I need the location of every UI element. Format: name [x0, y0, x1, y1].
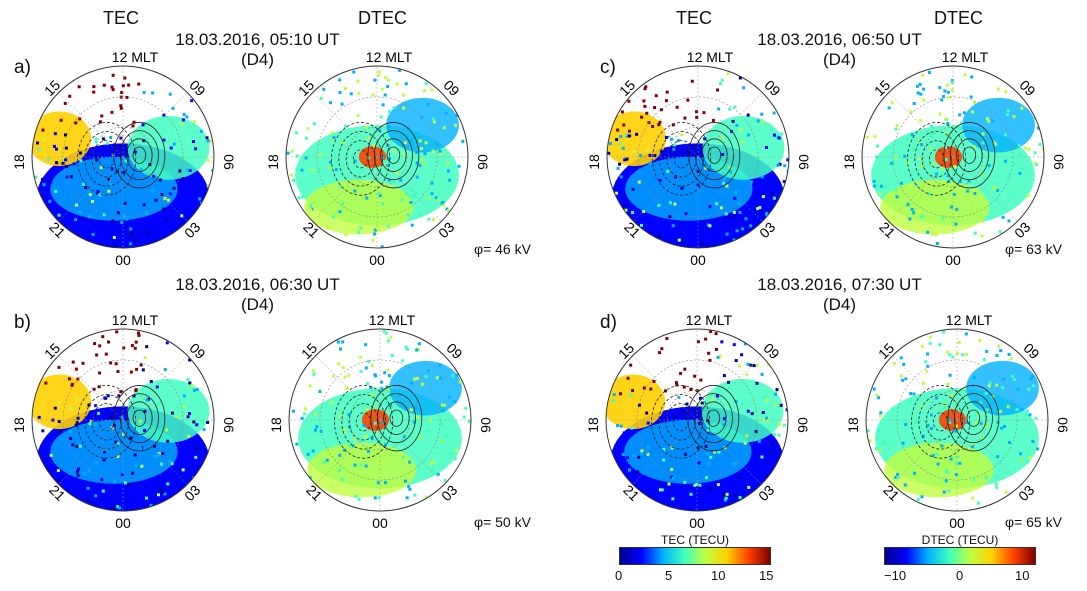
mlt-label-18: 18: [265, 154, 281, 170]
mlt-label-00: 00: [945, 252, 961, 268]
tec-tick-5: 5: [665, 568, 673, 583]
dtec-tick-minus10: −10: [884, 568, 907, 583]
mlt-label-00: 00: [115, 252, 131, 268]
panel-b-time: 18.03.2016, 06:30 UT: [175, 275, 340, 294]
panel-c-time: 18.03.2016, 06:50 UT: [757, 30, 922, 49]
panel-a-potential: φ= 46 kV: [474, 241, 531, 257]
panel-d-time: 18.03.2016, 07:30 UT: [757, 275, 922, 294]
panel-c-station: (D4): [822, 50, 857, 69]
mlt-label-00: 00: [369, 252, 385, 268]
header-dtec-left: DTEC: [358, 8, 407, 28]
mlt-label-18: 18: [268, 417, 284, 433]
panel-b-station: (D4): [240, 295, 275, 314]
mlt-label-06: 06: [478, 417, 494, 433]
panel-c-potential: φ= 63 kV: [1005, 241, 1062, 257]
mlt-label-18: 18: [845, 417, 861, 433]
tec-colorbar-gradient: [619, 547, 771, 565]
mlt-label-06: 06: [796, 154, 812, 170]
mlt-label-06: 06: [795, 417, 811, 433]
mlt-label-06: 06: [221, 417, 237, 433]
dtec-colorbar-gradient: [884, 547, 1036, 565]
header-dtec-right: DTEC: [934, 8, 983, 28]
mlt-label-06: 06: [1051, 154, 1067, 170]
mlt-label-18: 18: [11, 417, 27, 433]
panel-a-title: 18.03.2016, 05:10 UT (D4): [160, 30, 355, 70]
mlt-label-06: 06: [475, 154, 491, 170]
panel-b-potential: φ= 50 kV: [474, 514, 531, 530]
panel-c-label: c): [600, 57, 616, 78]
tec-tick-0: 0: [615, 568, 623, 583]
mlt-label-00: 00: [690, 252, 706, 268]
panel-d-label: d): [600, 312, 617, 333]
dtec-tick-0: 0: [956, 568, 964, 583]
mlt-label-12: 12 MLT: [112, 312, 159, 328]
mlt-label-06: 06: [221, 154, 237, 170]
mlt-label-18: 18: [585, 417, 601, 433]
panel-a-station: (D4): [240, 50, 275, 69]
mlt-label-12: 12 MLT: [946, 312, 993, 328]
tec-tick-10: 10: [711, 568, 726, 583]
dtec-colorbar-title: DTEC (TECU): [921, 533, 999, 547]
mlt-label-00: 00: [372, 515, 388, 531]
panel-d-station: (D4): [822, 295, 857, 314]
panel-b-title: 18.03.2016, 06:30 UT (D4): [160, 275, 355, 315]
mlt-label-00: 00: [949, 515, 965, 531]
mlt-label-00: 00: [689, 515, 705, 531]
header-tec-right: TEC: [676, 8, 712, 28]
panel-d-title: 18.03.2016, 07:30 UT (D4): [742, 275, 937, 315]
mlt-label-18: 18: [841, 154, 857, 170]
panel-a-label: a): [14, 57, 31, 78]
panel-d-potential-text: φ= 65 kV: [1005, 514, 1062, 530]
panel-b-label: b): [14, 312, 31, 333]
mlt-label-12: 12 MLT: [112, 49, 159, 65]
mlt-label-06: 06: [1055, 417, 1071, 433]
header-tec-left: TEC: [103, 8, 139, 28]
mlt-label-12: 12 MLT: [687, 49, 734, 65]
panel-a-time: 18.03.2016, 05:10 UT: [175, 30, 340, 49]
mlt-label-12: 12 MLT: [942, 49, 989, 65]
mlt-label-18: 18: [586, 154, 602, 170]
tec-colorbar-title: TEC (TECU): [661, 533, 729, 547]
dtec-colorbar: DTEC (TECU) −10 0 10: [884, 533, 1036, 583]
tec-tick-15: 15: [759, 568, 774, 583]
mlt-label-12: 12 MLT: [366, 49, 413, 65]
mlt-label-00: 00: [115, 515, 131, 531]
mlt-label-12: 12 MLT: [686, 312, 733, 328]
dtec-tick-10: 10: [1015, 568, 1030, 583]
panel-c-title: 18.03.2016, 06:50 UT (D4): [742, 30, 937, 70]
mlt-label-18: 18: [11, 154, 27, 170]
tec-colorbar: TEC (TECU) 0 5 10 15: [615, 533, 774, 583]
mlt-label-12: 12 MLT: [369, 312, 416, 328]
